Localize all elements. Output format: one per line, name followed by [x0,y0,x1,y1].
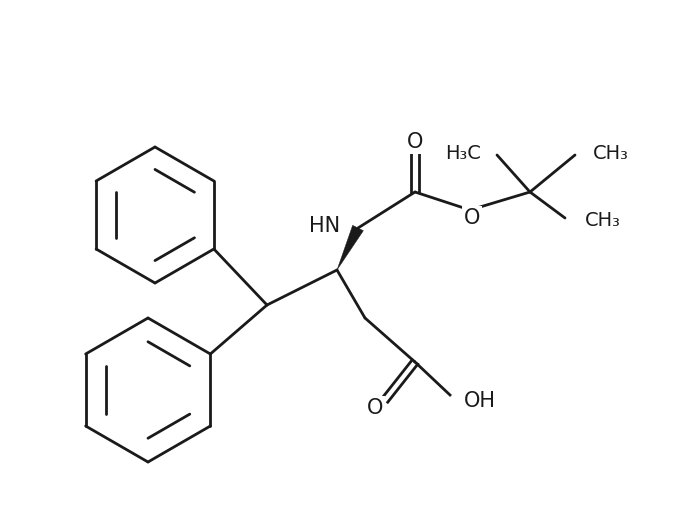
Polygon shape [337,225,363,270]
Text: H₃C: H₃C [445,144,481,163]
Text: CH₃: CH₃ [593,144,629,163]
Text: O: O [464,208,480,228]
Text: HN: HN [309,216,340,236]
Text: O: O [367,398,383,418]
Text: O: O [407,132,423,152]
Text: CH₃: CH₃ [585,211,621,229]
Text: OH: OH [464,391,496,411]
